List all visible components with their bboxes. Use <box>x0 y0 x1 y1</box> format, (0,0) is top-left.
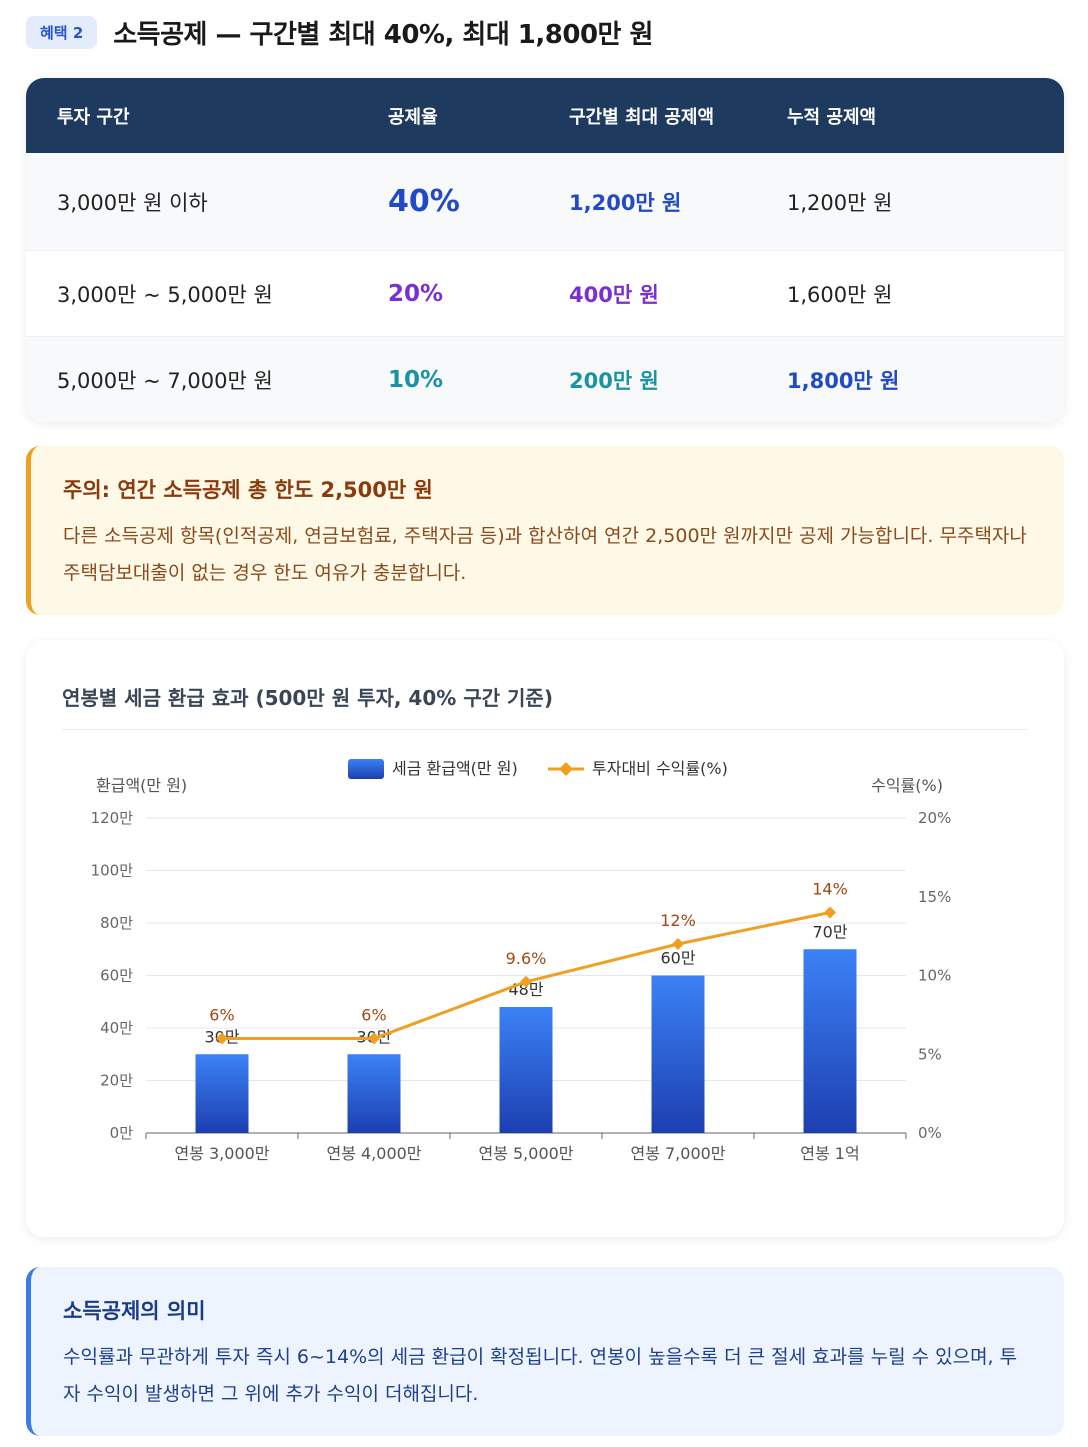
table-row: 3,000만 ~ 5,000만 원 20% 400만 원 1,600만 원 <box>26 250 1064 336</box>
line-point <box>824 906 836 919</box>
line-point <box>368 1032 380 1045</box>
cell-range: 3,000만 ~ 5,000만 원 <box>57 282 273 307</box>
chart-title: 연봉별 세금 환급 효과 (500만 원 투자, 40% 구간 기준) <box>62 686 553 710</box>
y-tick-label-left: 100만 <box>91 862 134 880</box>
warning-title: 주의: 연간 소득공제 총 한도 2,500만 원 <box>63 478 433 502</box>
x-tick-label: 연봉 7,000만 <box>630 1144 725 1163</box>
y-tick-label-left: 40만 <box>100 1019 133 1037</box>
table-header: 투자 구간 공제율 구간별 최대 공제액 누적 공제액 <box>26 78 1064 153</box>
y-tick-label-left: 80만 <box>100 914 133 932</box>
line-point <box>520 975 532 988</box>
legend-bar-swatch <box>348 759 384 779</box>
legend-bar-label: 세금 환급액(만 원) <box>392 759 518 778</box>
line-point <box>672 938 684 950</box>
bar <box>347 1054 401 1133</box>
benefit-badge: 혜택 2 <box>26 16 98 49</box>
chart-card: 연봉별 세금 환급 효과 (500만 원 투자, 40% 구간 기준) 세금 환… <box>26 640 1064 1237</box>
cell-cumulative: 1,200만 원 <box>787 190 893 215</box>
cell-range: 5,000만 ~ 7,000만 원 <box>57 369 273 393</box>
cell-rate: 40% <box>388 184 460 219</box>
cell-max: 1,200만 원 <box>569 190 682 215</box>
line-value-label: 12% <box>660 911 696 930</box>
bar-value-label: 70만 <box>812 922 847 941</box>
y-tick-label-right: 10% <box>918 967 951 985</box>
y-axis-title-left: 환급액(만 원) <box>96 776 187 795</box>
legend-line-marker <box>559 762 573 776</box>
bar-value-label: 60만 <box>660 949 695 968</box>
section-heading: 혜택 2 소득공제 — 구간별 최대 40%, 최대 1,800만 원 <box>26 14 653 51</box>
deduction-table: 투자 구간 공제율 구간별 최대 공제액 누적 공제액 3,000만 원 이하 … <box>26 78 1064 422</box>
bar <box>651 975 705 1133</box>
warning-callout: 주의: 연간 소득공제 총 한도 2,500만 원 다른 소득공제 항목(인적공… <box>26 446 1064 615</box>
header-max: 구간별 최대 공제액 <box>569 106 715 128</box>
header-rate: 공제율 <box>388 106 438 128</box>
cell-rate: 10% <box>388 367 444 393</box>
y-tick-label-left: 120만 <box>91 809 134 827</box>
line-value-label: 9.6% <box>506 949 547 968</box>
bar <box>195 1054 249 1133</box>
info-callout: 소득공제의 의미 수익률과 무관하게 투자 즉시 6~14%의 세금 환급이 확… <box>26 1267 1064 1436</box>
y-tick-label-left: 20만 <box>100 1072 133 1090</box>
cell-cumulative: 1,800만 원 <box>787 369 900 393</box>
bar <box>803 949 857 1133</box>
y-tick-label-right: 20% <box>918 809 951 827</box>
table-row: 3,000만 원 이하 40% 1,200만 원 1,200만 원 <box>26 153 1064 250</box>
line-value-label: 14% <box>812 880 848 899</box>
cell-rate: 20% <box>388 280 444 307</box>
section-title: 소득공제 — 구간별 최대 40%, 최대 1,800만 원 <box>113 20 653 50</box>
y-tick-label-right: 5% <box>918 1045 942 1063</box>
cell-max: 400만 원 <box>569 282 659 307</box>
bar <box>499 1007 553 1133</box>
header-cumulative: 누적 공제액 <box>787 106 877 128</box>
x-tick-label: 연봉 5,000만 <box>478 1144 573 1163</box>
line-point <box>216 1032 228 1045</box>
y-tick-label-left: 0만 <box>110 1124 134 1142</box>
y-tick-label-right: 15% <box>918 888 951 906</box>
line-value-label: 6% <box>361 1006 386 1025</box>
y-tick-label-left: 60만 <box>100 967 133 985</box>
legend-line-label: 투자대비 수익률(%) <box>592 759 728 778</box>
header-range: 투자 구간 <box>57 106 130 128</box>
y-axis-title-right: 수익률(%) <box>871 776 943 795</box>
chart-divider <box>62 729 1028 730</box>
cell-range: 3,000만 원 이하 <box>57 190 208 215</box>
info-text: 수익률과 무관하게 투자 즉시 6~14%의 세금 환급이 확정됩니다. 연봉이… <box>63 1346 1018 1405</box>
refund-chart: 세금 환급액(만 원) 투자대비 수익률(%) 환급액(만 원) 수익률(%) 0만 20… <box>91 759 951 1163</box>
x-tick-label: 연봉 4,000만 <box>326 1144 421 1163</box>
x-tick-label: 연봉 1억 <box>800 1144 859 1163</box>
warning-text: 다른 소득공제 항목(인적공제, 연금보험료, 주택자금 등)과 합산하여 연간… <box>63 525 1027 584</box>
table-row: 5,000만 ~ 7,000만 원 10% 200만 원 1,800만 원 <box>26 336 1064 422</box>
info-title: 소득공제의 의미 <box>63 1299 206 1323</box>
cell-max: 200만 원 <box>569 369 659 393</box>
cell-cumulative: 1,600만 원 <box>787 282 893 307</box>
line-value-label: 6% <box>209 1006 234 1025</box>
x-tick-label: 연봉 3,000만 <box>174 1144 269 1163</box>
y-tick-label-right: 0% <box>918 1124 942 1142</box>
